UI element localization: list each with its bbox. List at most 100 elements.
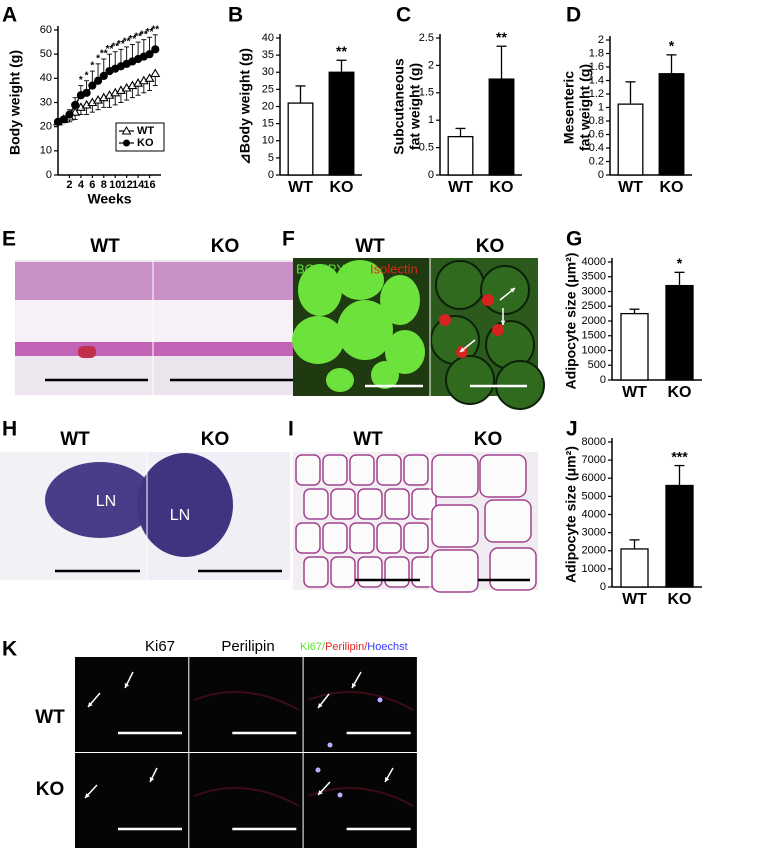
- label: KO: [474, 429, 503, 450]
- y-tick-label: 1.5: [419, 87, 434, 99]
- arrow-head: [85, 793, 90, 798]
- arrow-head: [149, 777, 155, 782]
- y-tick-label: 4000: [582, 508, 606, 520]
- y-tick-label: 2500: [582, 300, 606, 312]
- y-axis-label: Adipocyte size (μm²): [563, 253, 579, 390]
- label: KO: [476, 236, 505, 257]
- x-tick-label: KO: [668, 384, 692, 401]
- column-label: Ki67: [145, 638, 175, 655]
- y-tick-label: 0: [428, 169, 434, 181]
- arrow-head: [510, 288, 515, 293]
- y-tick-label: 6000: [582, 472, 606, 484]
- annotation: **: [106, 44, 114, 55]
- x-tick-label: 8: [101, 179, 107, 191]
- adipocyte: [357, 488, 383, 520]
- marker: [93, 76, 103, 85]
- y-tick-label: 0: [268, 169, 274, 181]
- y-tick-label: 40: [40, 72, 52, 84]
- marker: [65, 110, 74, 119]
- adipocyte: [479, 454, 527, 498]
- y-tick-label: 1000: [582, 563, 606, 575]
- x-tick-label: KO: [490, 179, 514, 196]
- x-tick-label: 14: [132, 179, 145, 191]
- y-tick-label: 0: [600, 581, 606, 593]
- adipocyte: [431, 549, 479, 593]
- legend-marker: [121, 125, 132, 135]
- label: KO: [201, 429, 230, 450]
- y-axis-label: Body weight (g): [7, 50, 23, 155]
- y-tick-label: 10: [262, 135, 274, 147]
- y-tick-label: 3500: [582, 271, 606, 283]
- membrane: [193, 691, 300, 711]
- annotation: **: [134, 32, 142, 43]
- label: I: [288, 418, 294, 441]
- adipocyte: [349, 454, 375, 486]
- label: WT: [60, 429, 90, 450]
- bar: [328, 71, 355, 176]
- arrow-head: [385, 777, 390, 782]
- stain: [439, 314, 451, 326]
- column-label: Ki67/Perilipin/Hoechst: [300, 641, 408, 653]
- tissue-band: [15, 262, 153, 302]
- x-tick-label: KO: [330, 179, 354, 196]
- marker: [151, 45, 160, 54]
- y-tick-label: 1.8: [589, 47, 604, 59]
- adipocyte: [322, 454, 348, 486]
- y-tick-label: 40: [262, 32, 274, 44]
- arrow-head: [88, 702, 93, 707]
- arrow-head: [318, 703, 323, 708]
- y-tick-label: 0.6: [589, 128, 604, 140]
- marker: [88, 81, 97, 90]
- micrograph: [189, 657, 303, 752]
- adipocyte: [337, 300, 393, 360]
- significance: **: [336, 43, 347, 59]
- y-tick-label: 30: [262, 66, 274, 78]
- y-tick-label: 0.5: [419, 142, 434, 154]
- panel-letter: G: [566, 228, 582, 251]
- annotation: **: [146, 27, 154, 38]
- marker: [71, 100, 80, 110]
- y-tick-label: 500: [588, 359, 606, 371]
- bar: [620, 312, 649, 381]
- panel-letter: B: [228, 4, 243, 27]
- y-tick-label: 2000: [582, 315, 606, 327]
- x-tick-label: 10: [109, 179, 121, 191]
- x-tick-label: 16: [143, 179, 155, 191]
- y-tick-label: 1.6: [589, 61, 604, 73]
- micrograph: [75, 657, 189, 752]
- y-tick-label: 1500: [582, 330, 606, 342]
- stain: [456, 346, 468, 358]
- label: F: [282, 228, 295, 251]
- y-tick-label: 0.8: [589, 115, 604, 127]
- label: KO: [211, 236, 240, 257]
- y-tick-label: 10: [40, 145, 52, 157]
- bar: [617, 103, 644, 176]
- x-tick-label: WT: [622, 384, 647, 401]
- adipocyte: [376, 454, 402, 486]
- bar: [447, 135, 474, 176]
- region-label: LN: [170, 507, 190, 524]
- y-tick-label: 8000: [582, 436, 606, 448]
- label: WT: [353, 429, 383, 450]
- label: WT: [35, 707, 65, 728]
- annotation: *: [85, 70, 89, 81]
- x-tick-label: WT: [288, 179, 313, 196]
- y-tick-label: 2: [428, 59, 434, 71]
- panel-letter: C: [396, 4, 411, 27]
- legend-marker: [123, 139, 130, 147]
- nucleus: [315, 767, 321, 773]
- y-tick-label: 2000: [582, 545, 606, 557]
- stain-label: Hoechst: [367, 641, 407, 653]
- adipocyte: [357, 556, 383, 588]
- annotation: **: [151, 24, 159, 35]
- y-tick-label: 20: [262, 100, 274, 112]
- bar: [658, 73, 685, 176]
- x-tick-label: WT: [448, 179, 473, 196]
- label: H: [2, 418, 17, 441]
- annotation: *: [90, 61, 94, 72]
- y-axis-label: Adipocyte size (μm²): [563, 446, 579, 583]
- adipocyte: [431, 504, 479, 548]
- adipocyte: [303, 556, 329, 588]
